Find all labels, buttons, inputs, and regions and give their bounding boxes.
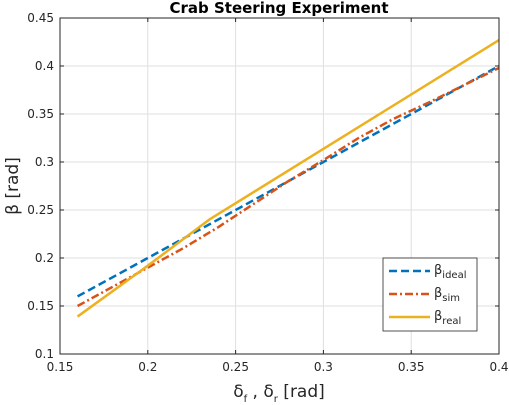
y-tick-label: 0.35 (27, 107, 54, 121)
legend-box (382, 257, 478, 332)
x-tick-label: 0.15 (47, 360, 74, 374)
x-tick-label: 0.35 (398, 360, 425, 374)
tick-labels: 0.15 0.2 0.25 0.3 0.35 0.40.10.150.20.250.30.… (27, 11, 508, 374)
y-tick-label: 0.2 (35, 251, 54, 265)
y-tick-label: 0.15 (27, 299, 54, 313)
y-tick-label: 0.25 (27, 203, 54, 217)
legend-label-real: βreal (434, 309, 461, 327)
plot-frame (59, 17, 500, 355)
series-group (76, 39, 500, 318)
x-tick-label: 0.3 (314, 360, 333, 374)
series-line-sim (76, 66, 500, 308)
legend-label-ideal: βideal (434, 263, 466, 281)
legend: βideal βsim βreal (382, 257, 478, 332)
ticks (59, 17, 500, 355)
y-tick-label: 0.4 (35, 59, 54, 73)
chart-title: Crab Steering Experiment (169, 0, 388, 17)
y-tick-label: 0.1 (35, 347, 54, 361)
y-axis-label: β [rad] (3, 157, 23, 215)
x-tick-label: 0.25 (222, 360, 249, 374)
x-axis-label: δf , δr [rad] (233, 382, 325, 405)
series-line-real (76, 39, 500, 318)
legend-label-sim: βsim (434, 286, 460, 304)
y-tick-label: 0.3 (35, 155, 54, 169)
y-tick-label: 0.45 (27, 11, 54, 25)
x-tick-label: 0.4 (489, 360, 508, 374)
x-tick-label: 0.2 (138, 360, 157, 374)
